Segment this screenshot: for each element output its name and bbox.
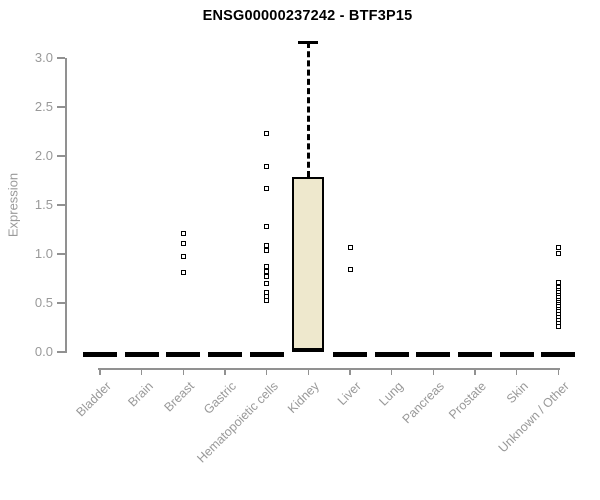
boxplot-flat-unknown-other (541, 351, 576, 357)
boxplot-whisker-cap-kidney (298, 40, 319, 44)
outlier-point (264, 280, 270, 286)
boxplot-flat-liver (333, 351, 368, 357)
outlier-point (180, 230, 186, 236)
boxplot-flat-breast (166, 351, 201, 357)
boxplot-flat-bladder (83, 351, 117, 357)
outlier-point (264, 130, 270, 136)
x-tick-mark (432, 368, 435, 375)
x-tick-label-text: Breast (161, 379, 198, 415)
outlier-point (555, 244, 561, 250)
y-tick-mark (57, 155, 65, 157)
outlier-point (180, 240, 186, 246)
x-tick-label-text: Skin (503, 379, 531, 407)
y-tick-mark (57, 106, 65, 108)
outlier-point (180, 254, 186, 260)
y-tick-mark (57, 351, 65, 353)
boxplot-flat-brain (124, 351, 159, 357)
x-tick-label-text: Gastric (201, 379, 239, 417)
outlier-point (264, 269, 270, 275)
outlier-point (555, 324, 561, 330)
x-tick-label-text: Kidney (285, 379, 323, 416)
x-tick-label-text: Unknown / Other (496, 379, 573, 456)
y-tick-mark (57, 204, 65, 206)
x-tick-label-text: Liver (334, 379, 364, 409)
x-tick-mark (474, 368, 476, 375)
boxplot-flat-lung (374, 351, 409, 357)
y-tick-label: 0.5 (34, 295, 53, 310)
outlier-point (555, 279, 561, 285)
x-tick-label-text: Lung (376, 379, 406, 409)
boxplot-box-kidney (292, 176, 325, 351)
outlier-point (264, 297, 270, 303)
outlier-point (264, 242, 270, 248)
x-tick-mark (265, 368, 268, 375)
outlier-point (264, 247, 270, 253)
boxplot-flat-hematopoietic-cells (249, 351, 284, 357)
x-tick-mark (224, 368, 226, 375)
y-tick-label: 1.5 (34, 197, 53, 212)
boxplot-flat-pancreas (416, 351, 451, 357)
x-tick-mark (349, 368, 351, 375)
outlier-point (264, 274, 270, 280)
boxplot-whisker-kidney (306, 42, 310, 177)
x-tick-mark (557, 368, 560, 375)
boxplot-flat-skin (499, 351, 534, 357)
outlier-point (264, 164, 270, 170)
y-tick-mark (57, 253, 65, 255)
y-tick-mark (57, 57, 65, 59)
x-tick-mark (182, 368, 185, 375)
boxplot-flat-prostate (458, 351, 493, 357)
outlier-point (264, 185, 270, 191)
x-tick-mark (307, 368, 310, 375)
outlier-point (264, 224, 270, 230)
y-tick-label: 2.0 (34, 148, 53, 163)
x-tick-label-text: Prostate (446, 379, 489, 422)
x-tick-label-text: Hematopoietic cells (194, 379, 281, 466)
outlier-point (347, 267, 353, 273)
y-tick-label: 2.5 (34, 99, 53, 114)
outlier-point (555, 250, 561, 256)
y-tick-label: 1.0 (34, 246, 53, 261)
x-axis-line (98, 368, 560, 370)
x-tick-mark (99, 368, 101, 375)
x-tick-label-text: Bladder (73, 379, 114, 420)
x-tick-label-text: Brain (125, 379, 156, 410)
outlier-point (347, 244, 353, 250)
x-tick-mark (515, 368, 518, 375)
chart-title: ENSG00000237242 - BTF3P15 (202, 8, 413, 24)
y-tick-label: 3.0 (34, 50, 53, 65)
x-tick-mark (140, 368, 143, 375)
y-axis-line (65, 58, 67, 353)
outlier-point (180, 270, 186, 276)
x-tick-mark (390, 368, 393, 375)
y-tick-mark (57, 302, 65, 304)
outlier-point (264, 264, 270, 270)
boxplot-flat-gastric (208, 351, 242, 357)
x-tick-label-text: Pancreas (400, 379, 448, 427)
boxplot-median-kidney (292, 348, 325, 353)
y-tick-label: 0.0 (34, 344, 53, 359)
